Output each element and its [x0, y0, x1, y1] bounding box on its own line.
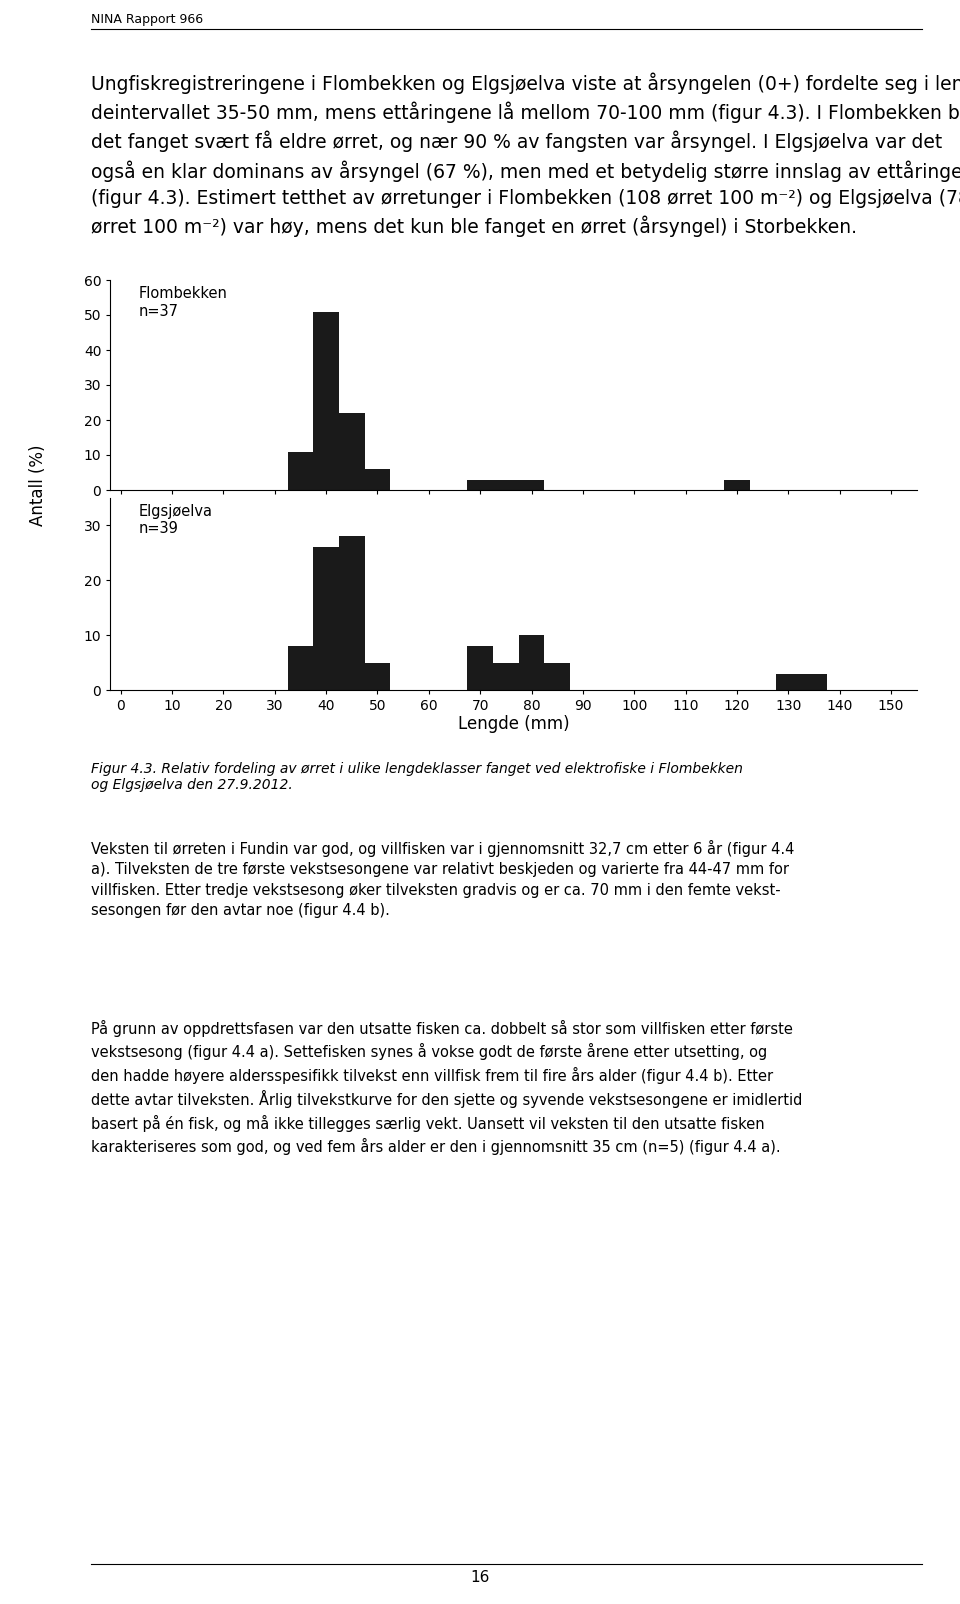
- Bar: [365, 468, 391, 489]
- Text: Elgsjøelva
n=39: Elgsjøelva n=39: [138, 504, 212, 536]
- Text: NINA Rapport 966: NINA Rapport 966: [91, 13, 204, 26]
- Bar: [468, 646, 493, 690]
- Bar: [313, 547, 339, 690]
- Bar: [724, 480, 750, 489]
- Bar: [288, 451, 313, 489]
- Bar: [776, 674, 802, 690]
- Bar: [365, 662, 391, 690]
- Text: Flombekken
n=37: Flombekken n=37: [138, 286, 228, 319]
- Text: Figur 4.3. Relativ fordeling av ørret i ulike lengdeklasser fanget ved elektrofi: Figur 4.3. Relativ fordeling av ørret i …: [91, 762, 743, 792]
- Bar: [313, 311, 339, 489]
- Text: Ungfiskregistreringene i Flombekken og Elgsjøelva viste at årsyngelen (0+) forde: Ungfiskregistreringene i Flombekken og E…: [91, 72, 960, 237]
- Text: Veksten til ørreten i Fundin var god, og villfisken var i gjennomsnitt 32,7 cm e: Veksten til ørreten i Fundin var god, og…: [91, 840, 795, 917]
- Bar: [493, 480, 518, 489]
- Text: På grunn av oppdrettsfasen var den utsatte fisken ca. dobbelt så stor som villfi: På grunn av oppdrettsfasen var den utsat…: [91, 1020, 803, 1155]
- Text: Antall (%): Antall (%): [30, 444, 47, 526]
- Bar: [493, 662, 518, 690]
- Text: 16: 16: [470, 1570, 490, 1585]
- Bar: [544, 662, 570, 690]
- Bar: [288, 646, 313, 690]
- Text: Lengde (mm): Lengde (mm): [458, 715, 569, 733]
- Bar: [802, 674, 827, 690]
- Bar: [339, 536, 365, 690]
- Bar: [518, 635, 544, 690]
- Bar: [339, 412, 365, 489]
- Bar: [518, 480, 544, 489]
- Bar: [468, 480, 493, 489]
